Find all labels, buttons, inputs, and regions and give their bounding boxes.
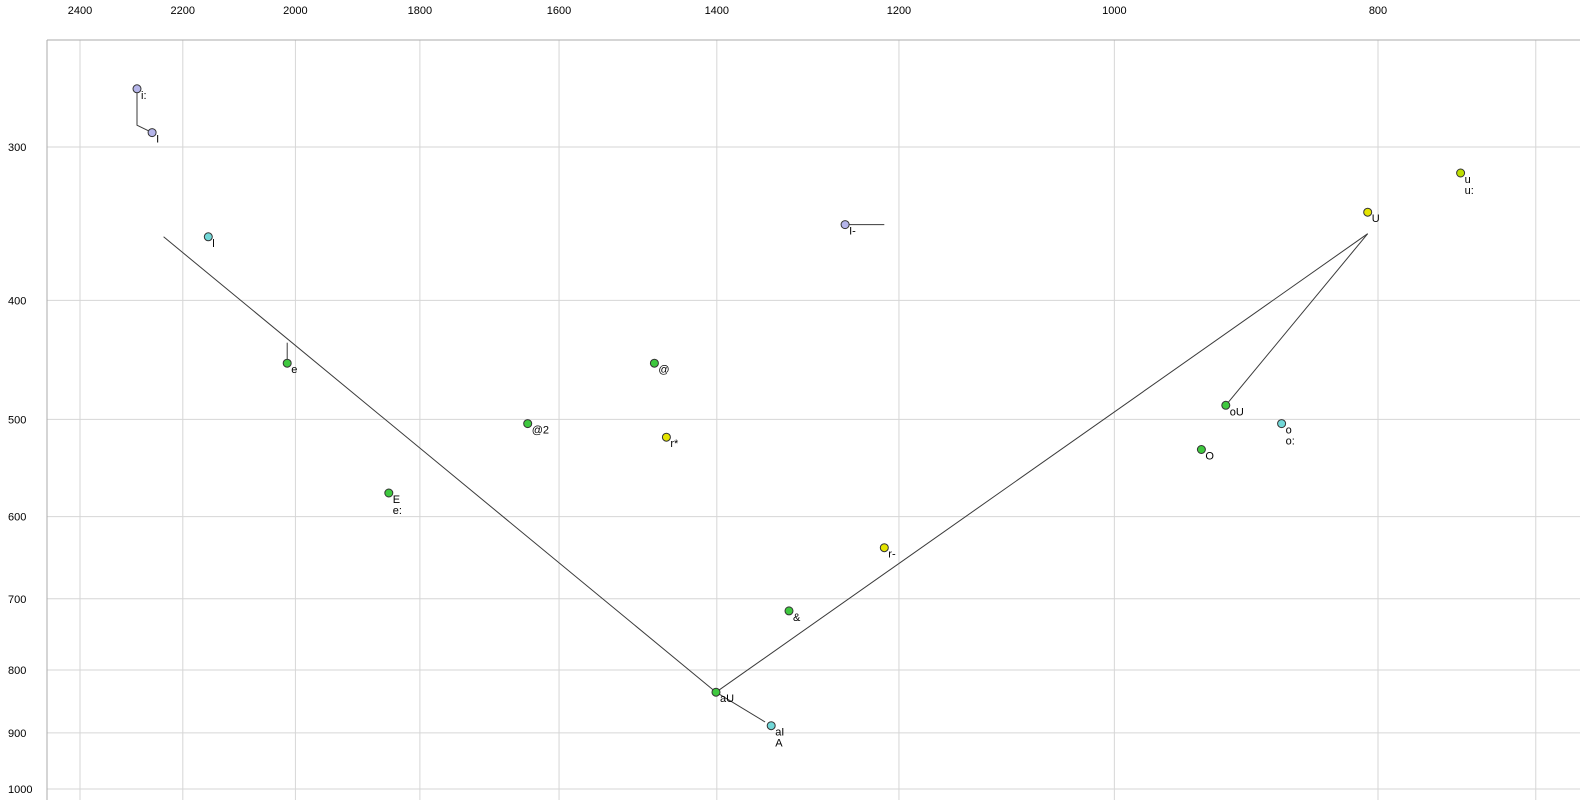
x-tick-label: 2400 bbox=[68, 5, 92, 17]
vowel-point-ai-9[interactable] bbox=[766, 721, 776, 731]
line-back-edge bbox=[715, 233, 1368, 693]
vowel-point-e-3[interactable] bbox=[282, 358, 292, 368]
plot-frame bbox=[46, 39, 1580, 800]
x-tick-label: 2200 bbox=[171, 5, 195, 17]
vowel-point-label-l-2-0: l bbox=[212, 238, 214, 250]
x-tick-label: 800 bbox=[1369, 5, 1387, 17]
vowel-point-u-16[interactable] bbox=[1363, 207, 1373, 217]
vowel-point-ou-14[interactable] bbox=[1221, 400, 1231, 410]
vowel-point-u-17[interactable] bbox=[1456, 168, 1466, 178]
x-tick-label: 1000 bbox=[1102, 5, 1126, 17]
vowel-point-label-i-0-0: i: bbox=[141, 90, 147, 102]
vowel-point-l-2[interactable] bbox=[203, 232, 213, 242]
x-tick-label: 1200 bbox=[887, 5, 911, 17]
line-i-length-connector bbox=[136, 88, 153, 134]
y-tick-label: 1000 bbox=[8, 784, 32, 796]
vowel-point-x-6[interactable] bbox=[649, 358, 659, 368]
vowel-point-i-12[interactable] bbox=[840, 220, 850, 230]
vowel-point-label-e-3-0: e bbox=[291, 364, 297, 376]
x-tick-label: 1400 bbox=[705, 5, 729, 17]
y-tick-label: 800 bbox=[8, 665, 26, 677]
y-tick-label: 900 bbox=[8, 728, 26, 740]
vowel-point-2-5[interactable] bbox=[523, 419, 533, 429]
vowel-point-label-o-15-0: o bbox=[1286, 425, 1292, 437]
vowel-point-label-x-6-0: @ bbox=[658, 364, 669, 376]
vowel-point-label-ou-14-0: oU bbox=[1230, 406, 1244, 418]
vowel-point-label-r-11-0: r- bbox=[888, 549, 896, 561]
vowel-point-r-7[interactable] bbox=[661, 432, 671, 442]
vowel-point-label-u-16-0: U bbox=[1372, 213, 1380, 225]
line-u-ou-edge bbox=[1225, 233, 1369, 406]
x-tick-label: 1800 bbox=[408, 5, 432, 17]
vowel-point-label-ai-9-0: aI bbox=[775, 727, 784, 739]
line-au-ai-connector bbox=[715, 691, 766, 723]
vowel-point-label-u-17-1: u: bbox=[1465, 185, 1474, 197]
vowel-point-label-e-4-1: e: bbox=[393, 505, 402, 517]
vowel-point-label-o-13-0: O bbox=[1205, 451, 1214, 463]
vowel-point-x-10[interactable] bbox=[784, 606, 794, 616]
vowel-point-label-2-5-0: @2 bbox=[532, 425, 549, 437]
axis-tick-labels: 2400 2200 2000 1800 1600 1400 1200 1000 800 300 40… bbox=[8, 5, 1387, 796]
y-tick-label: 300 bbox=[8, 142, 26, 154]
vowel-point-o-13[interactable] bbox=[1196, 445, 1206, 454]
vowel-point-i-1[interactable] bbox=[147, 128, 157, 138]
vowel-point-label-au-8-0: aU bbox=[720, 693, 734, 705]
vowel-point-r-11[interactable] bbox=[879, 543, 889, 553]
vowel-point-label-a-9-1: A bbox=[775, 738, 783, 750]
vowel-envelope-lines bbox=[136, 88, 1369, 723]
vowel-point-label-x-10-0: & bbox=[793, 612, 801, 624]
vowel-point-label-e-4-0: E bbox=[393, 494, 400, 506]
gridlines bbox=[47, 40, 1580, 800]
vowel-point-o-15[interactable] bbox=[1277, 419, 1287, 429]
vowel-point-e-4[interactable] bbox=[384, 488, 394, 498]
x-tick-label: 1600 bbox=[547, 5, 571, 17]
vowel-points: i: Il e Ee: @2 @ r* aU aIA & r- I- OoU oo: Uuu: bbox=[132, 84, 1474, 750]
y-tick-label: 400 bbox=[8, 295, 26, 307]
vowel-point-i-0[interactable] bbox=[132, 84, 142, 94]
line-front-edge bbox=[163, 236, 717, 693]
y-tick-label: 700 bbox=[8, 594, 26, 606]
x-tick-label: 2000 bbox=[283, 5, 307, 17]
vowel-point-label-i-1-0: I bbox=[156, 134, 159, 146]
vowel-point-label-o-15-1: o: bbox=[1286, 436, 1295, 448]
vowel-point-label-i-12-0: I- bbox=[849, 226, 856, 238]
vowel-point-label-r-7-0: r* bbox=[670, 438, 679, 450]
y-tick-label: 500 bbox=[8, 414, 26, 426]
vowel-point-label-u-17-0: u bbox=[1465, 174, 1471, 186]
y-tick-label: 600 bbox=[8, 512, 26, 524]
vowel-point-au-8[interactable] bbox=[711, 687, 721, 697]
